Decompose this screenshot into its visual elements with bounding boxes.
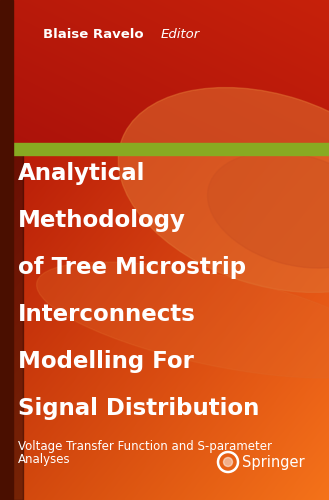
- Text: Blaise Ravelo: Blaise Ravelo: [43, 28, 143, 41]
- Text: Voltage Transfer Function and S-parameter: Voltage Transfer Function and S-paramete…: [18, 440, 272, 453]
- Circle shape: [223, 458, 233, 466]
- Bar: [0, 142, 329, 155]
- Bar: [0, 150, 23, 500]
- Ellipse shape: [37, 262, 329, 378]
- Text: Editor: Editor: [161, 28, 200, 41]
- Text: Analytical: Analytical: [18, 162, 145, 185]
- Text: Modelling For: Modelling For: [18, 350, 194, 373]
- Text: Springer: Springer: [242, 454, 305, 469]
- Ellipse shape: [208, 152, 329, 268]
- Text: Methodology: Methodology: [18, 209, 186, 232]
- Text: Interconnects: Interconnects: [18, 303, 196, 326]
- Text: Signal Distribution: Signal Distribution: [18, 397, 260, 420]
- Bar: [0, 0, 13, 500]
- Text: Analyses: Analyses: [18, 453, 71, 466]
- Text: of Tree Microstrip: of Tree Microstrip: [18, 256, 246, 279]
- Ellipse shape: [118, 88, 329, 292]
